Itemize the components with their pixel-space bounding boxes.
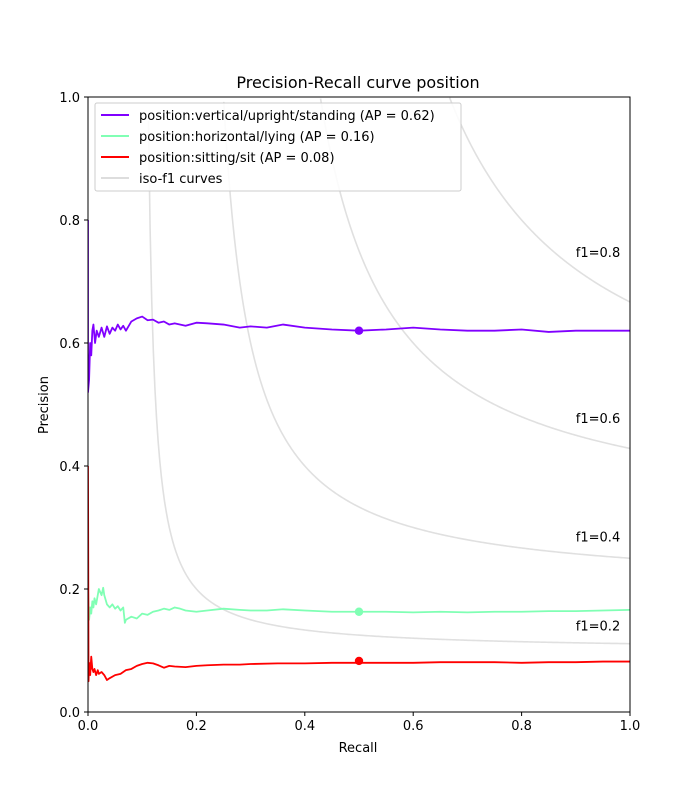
series-marker-0 — [354, 326, 364, 335]
iso-f1-label-0.8: f1=0.8 — [576, 246, 620, 261]
legend: position:vertical/upright/standing (AP =… — [94, 102, 462, 192]
y-tick-label: 0.4 — [59, 460, 80, 475]
legend-label-2: position:sitting/sit (AP = 0.08) — [139, 151, 335, 166]
x-tick-label: 0.2 — [186, 719, 207, 734]
chart-title: Precision-Recall curve position — [236, 73, 479, 92]
axes-frame — [87, 96, 631, 713]
legend-label-1: position:horizontal/lying (AP = 0.16) — [139, 130, 375, 145]
y-tick-label: 0.2 — [59, 583, 80, 598]
series-line-0 — [88, 220, 630, 394]
x-tick-label: 0.0 — [78, 719, 99, 734]
y-tick-label: 0.8 — [59, 214, 80, 229]
series-line-2 — [88, 465, 630, 683]
iso-f1-label-0.2: f1=0.2 — [576, 620, 620, 635]
plot-clipped-group — [88, 97, 630, 683]
y-axis-label: Precision — [37, 376, 52, 434]
series-line-1 — [88, 586, 630, 624]
iso-f1-label-0.4: f1=0.4 — [576, 531, 620, 546]
legend-box — [94, 102, 462, 192]
iso-f1-label-0.6: f1=0.6 — [576, 412, 620, 427]
y-tick-label: 0.6 — [59, 337, 80, 352]
iso-f1-curve-0.6 — [319, 98, 630, 450]
y-tick-label: 1.0 — [59, 91, 80, 106]
series-marker-1 — [354, 607, 364, 616]
series-marker-2 — [354, 656, 364, 666]
x-tick-label: 0.6 — [403, 719, 424, 734]
x-tick-label: 1.0 — [620, 719, 641, 734]
x-tick-label: 0.8 — [511, 719, 532, 734]
iso-f1-curve-0.8 — [448, 97, 630, 303]
legend-label-0: position:vertical/upright/standing (AP =… — [139, 109, 435, 124]
plot-area: f1=0.2 f1=0.4 f1=0.6 f1=0.8 0.0 0.2 0.4 0.6 0.8 1… — [59, 91, 640, 734]
x-tick-label: 0.4 — [294, 719, 315, 734]
legend-label-3: iso-f1 curves — [139, 172, 223, 187]
y-tick-label: 0.0 — [59, 706, 80, 721]
iso-f1-curve-0.4 — [222, 101, 630, 560]
iso-f1-curve-0.2 — [147, 120, 630, 645]
x-axis-label: Recall — [339, 741, 378, 756]
